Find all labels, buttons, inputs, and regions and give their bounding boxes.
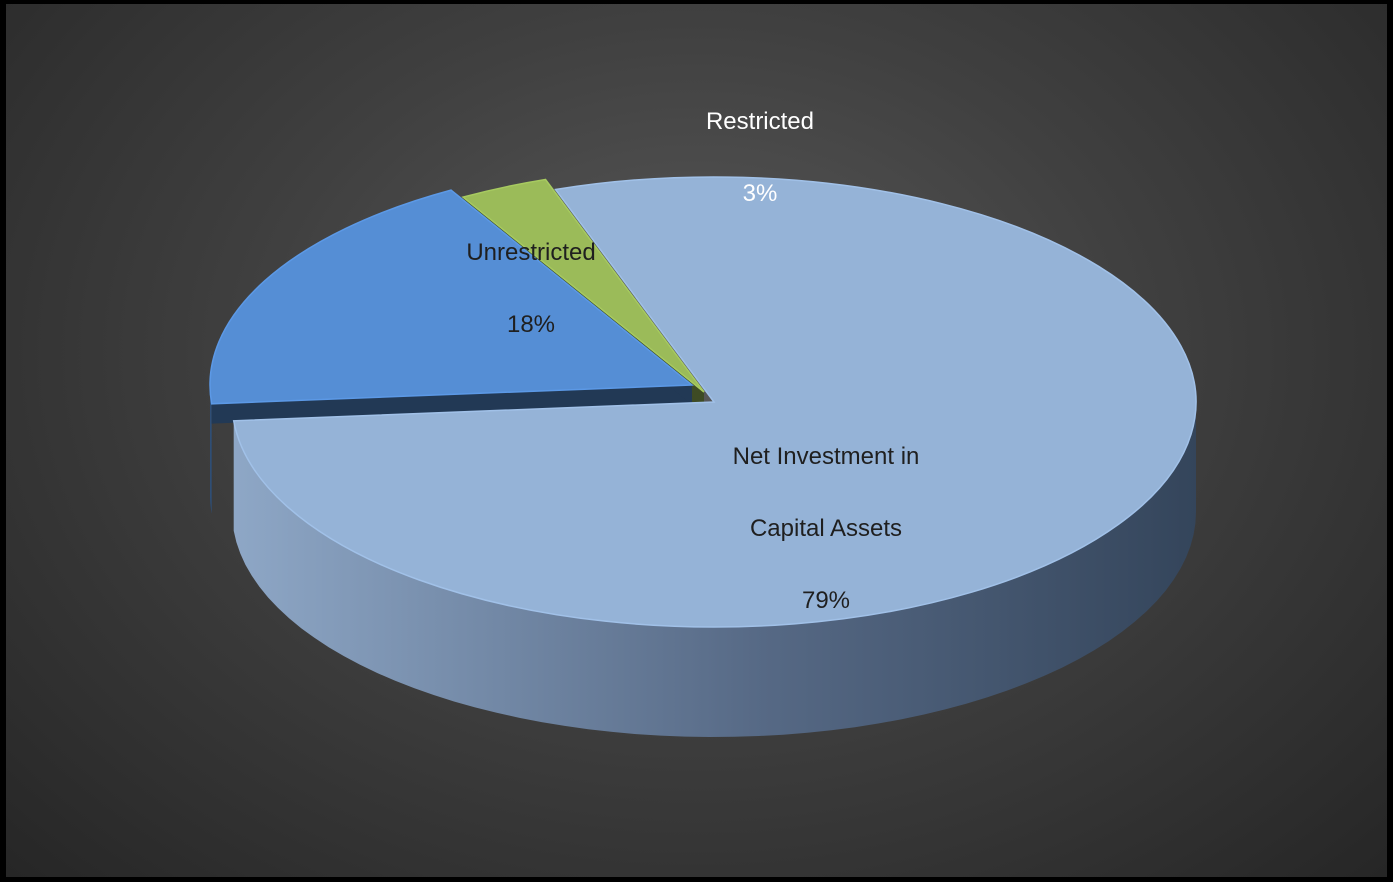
slice-label-net-investment-line-2: Capital Assets xyxy=(749,515,903,542)
pie-slice-cut-1-0 xyxy=(211,385,693,424)
slice-label-net-investment-line-1: Net Investment in xyxy=(732,443,920,470)
slice-value-unrestricted: 18% xyxy=(506,311,556,338)
pie-slice-side-0 xyxy=(233,402,1196,737)
slice-label-unrestricted-line-1: Unrestricted xyxy=(466,239,596,266)
pie-slice-top-2 xyxy=(461,178,705,393)
slice-label-net-investment: Net Investment in Capital Assets 79% xyxy=(676,403,976,655)
pie-slice-top-0 xyxy=(232,176,1197,628)
pie-slice-top-1 xyxy=(209,189,695,405)
pie-chart xyxy=(209,176,1197,737)
slice-value-restricted: 3% xyxy=(742,180,778,207)
chart-area: Net Investment in Capital Assets 79% Unr… xyxy=(6,4,1387,877)
slice-value-net-investment: 79% xyxy=(801,587,851,614)
slice-label-unrestricted: Unrestricted 18% xyxy=(431,199,631,379)
slice-label-restricted: Restricted 3% xyxy=(660,68,860,248)
slice-label-restricted-line-1: Restricted xyxy=(705,108,815,135)
pie-slice-side-1 xyxy=(210,385,212,514)
